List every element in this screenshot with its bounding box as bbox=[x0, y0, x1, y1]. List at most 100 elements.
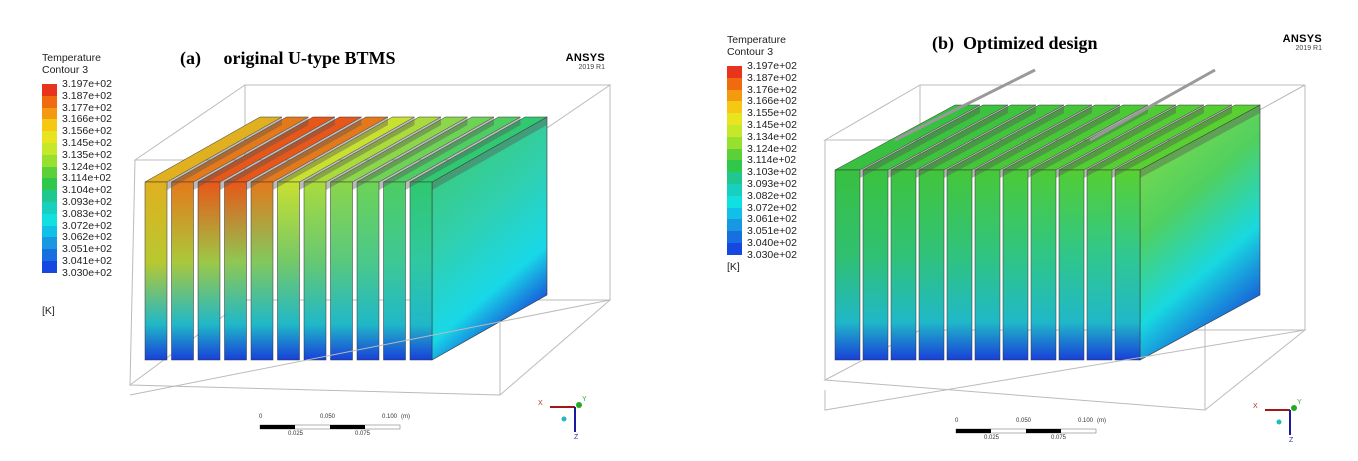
legend-value: 3.145e+02 bbox=[747, 119, 797, 131]
axis-y-label: Y bbox=[582, 396, 587, 403]
cell-gap-shadow bbox=[888, 105, 1008, 178]
axis-x-label: X bbox=[1253, 403, 1258, 410]
cell-gap-shadow bbox=[1084, 105, 1204, 178]
legend-swatch bbox=[727, 125, 742, 137]
scale-bar-segment bbox=[330, 425, 365, 429]
scale-label: 0.075 bbox=[1051, 435, 1067, 441]
legend-value: 3.134e+02 bbox=[747, 130, 797, 143]
legend-swatch bbox=[727, 195, 742, 208]
battery-cell-front bbox=[946, 169, 973, 361]
legend-value: 3.030e+02 bbox=[747, 248, 797, 261]
battery-cell-front bbox=[303, 181, 327, 361]
battery-cell-front bbox=[890, 169, 917, 361]
axis-z-label: Z bbox=[1289, 437, 1294, 444]
legend-swatch bbox=[42, 166, 57, 179]
legend-value: 3.040e+02 bbox=[747, 237, 797, 249]
legend-title: Temperature bbox=[42, 52, 101, 64]
legend-value: 3.176e+02 bbox=[747, 83, 797, 96]
legend-value: 3.166e+02 bbox=[62, 113, 112, 126]
legend-swatch bbox=[727, 172, 742, 185]
legend-value: 3.177e+02 bbox=[62, 101, 112, 114]
cell-gap-shadow bbox=[193, 117, 309, 190]
legend-swatch bbox=[42, 249, 57, 262]
legend-b: Temperature Contour 3 3.197e+02 3.187e+02… bbox=[727, 34, 817, 273]
legend-value: 3.093e+02 bbox=[747, 178, 797, 190]
scale-label: 0.075 bbox=[355, 431, 371, 437]
legend-swatch bbox=[42, 225, 57, 238]
battery-cell-front bbox=[862, 169, 889, 361]
battery-cell-front bbox=[1058, 169, 1085, 361]
battery-cell-front bbox=[356, 181, 380, 361]
battery-cell-front bbox=[171, 181, 194, 361]
legend-swatch bbox=[727, 136, 742, 149]
legend-swatch bbox=[42, 107, 57, 120]
cell-gap-shadow bbox=[220, 117, 335, 190]
legend-value: 3.187e+02 bbox=[747, 71, 797, 84]
legend-swatch bbox=[42, 190, 57, 203]
panel-a-heading: (a) original U-type BTMS bbox=[180, 48, 396, 68]
legend-value: 3.083e+02 bbox=[62, 207, 112, 220]
legend-swatch bbox=[727, 207, 742, 220]
legend-value: 3.145e+02 bbox=[62, 137, 112, 149]
enclosure-edge bbox=[129, 159, 136, 386]
legend-value: 3.051e+02 bbox=[747, 225, 797, 238]
legend-value: 3.093e+02 bbox=[62, 196, 112, 208]
battery-cell-front bbox=[974, 169, 1001, 361]
cell-gap-shadow bbox=[1056, 105, 1176, 178]
legend-title: Temperature bbox=[727, 34, 786, 46]
axis-origin-marker bbox=[1276, 419, 1282, 425]
legend-value: 3.156e+02 bbox=[62, 125, 112, 138]
cell-gap-shadow bbox=[405, 117, 521, 190]
cell-gap-shadow bbox=[860, 105, 980, 178]
battery-cell-front bbox=[277, 181, 300, 361]
ansys-logo: ANSYS 2019 R1 bbox=[1272, 33, 1322, 52]
cell-gap-shadow bbox=[167, 117, 282, 190]
legend-swatch bbox=[42, 237, 57, 250]
battery-cell-front bbox=[409, 181, 433, 361]
legend-value: 3.197e+02 bbox=[62, 78, 112, 90]
legend-swatch bbox=[727, 231, 742, 244]
enclosure-wireframe bbox=[129, 299, 611, 396]
legend-swatch bbox=[42, 119, 57, 132]
logo-brand: ANSYS bbox=[565, 52, 605, 64]
logo-version: 2019 R1 bbox=[578, 64, 605, 71]
legend-swatch bbox=[42, 84, 57, 96]
legend-value: 3.051e+02 bbox=[62, 243, 112, 256]
scale-bar-segment bbox=[1026, 429, 1061, 433]
scale-bar-segment bbox=[260, 425, 295, 429]
legend-swatch bbox=[727, 148, 742, 161]
legend-swatch bbox=[727, 184, 742, 196]
cell-gap-shadow bbox=[273, 117, 388, 190]
battery-cell-front bbox=[383, 181, 406, 361]
scale-bar-segment bbox=[956, 429, 991, 433]
legend-swatch bbox=[42, 213, 57, 226]
axis-y-label: Y bbox=[1297, 399, 1302, 406]
cell-gap-shadow bbox=[1112, 105, 1232, 178]
legend-subtitle: Contour 3 bbox=[727, 46, 774, 58]
battery-cell-front bbox=[834, 169, 861, 361]
axis-y-marker bbox=[576, 402, 582, 408]
cell-gap-shadow bbox=[944, 105, 1064, 178]
battery-cell-front bbox=[1086, 169, 1113, 361]
panel-b-heading: (b) Optimized design bbox=[932, 33, 1098, 53]
battery-cell-front bbox=[144, 181, 168, 361]
coolant-pipe bbox=[894, 68, 1036, 142]
legend-swatch bbox=[727, 66, 742, 78]
logo-brand: ANSYS bbox=[1282, 33, 1322, 45]
legend-value: 3.197e+02 bbox=[747, 60, 797, 72]
legend-value: 3.124e+02 bbox=[62, 160, 112, 173]
legend-value: 3.061e+02 bbox=[747, 213, 797, 226]
cell-gap-shadow bbox=[972, 105, 1092, 178]
legend-swatch bbox=[42, 131, 57, 144]
legend-unit: [K] bbox=[42, 305, 55, 317]
scale-label: 0.100 bbox=[1078, 418, 1094, 424]
cell-gap-shadow bbox=[379, 117, 494, 190]
legend-swatch bbox=[727, 89, 742, 102]
scale-unit: (m) bbox=[1097, 418, 1106, 424]
legend-value: 3.030e+02 bbox=[62, 266, 112, 279]
legend-a: Temperature Contour 3 3.197e+02 3.187e+02… bbox=[42, 52, 132, 317]
scale-unit: (m) bbox=[401, 414, 410, 420]
legend-swatch bbox=[727, 243, 742, 255]
